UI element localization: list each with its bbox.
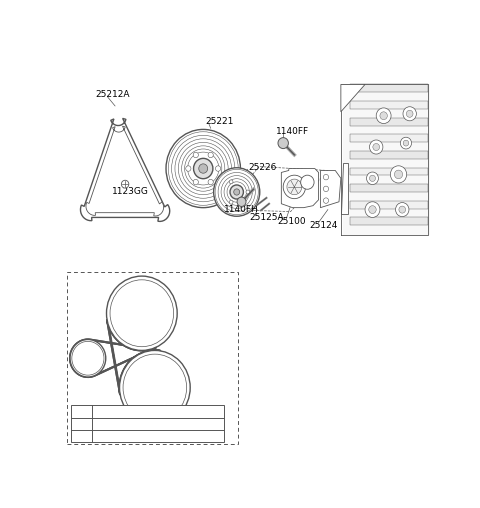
Polygon shape (343, 84, 430, 235)
Circle shape (237, 197, 246, 206)
Circle shape (407, 110, 413, 117)
Polygon shape (86, 126, 164, 216)
Circle shape (390, 166, 407, 183)
Text: 25100: 25100 (277, 217, 306, 226)
Text: AN: AN (75, 407, 88, 416)
Circle shape (110, 280, 174, 346)
Circle shape (229, 200, 233, 204)
Text: 25124: 25124 (309, 221, 337, 230)
Circle shape (403, 140, 409, 146)
Circle shape (214, 168, 260, 216)
Circle shape (287, 179, 302, 195)
Polygon shape (350, 184, 428, 192)
Circle shape (403, 107, 416, 121)
Circle shape (216, 166, 221, 171)
Text: WP: WP (134, 309, 149, 318)
Text: 25212A: 25212A (96, 90, 130, 99)
Circle shape (229, 180, 233, 184)
Text: 1123GG: 1123GG (112, 187, 149, 197)
Polygon shape (341, 84, 365, 112)
Circle shape (208, 179, 213, 185)
Circle shape (369, 206, 376, 213)
Circle shape (72, 341, 104, 375)
Polygon shape (350, 118, 428, 125)
Circle shape (230, 185, 243, 199)
Circle shape (400, 137, 411, 149)
Circle shape (208, 152, 213, 157)
Circle shape (107, 276, 177, 351)
Circle shape (121, 180, 129, 188)
Circle shape (365, 202, 380, 217)
Text: 25125A: 25125A (250, 213, 284, 222)
Circle shape (193, 158, 213, 179)
Circle shape (186, 166, 191, 171)
Polygon shape (341, 163, 348, 213)
Circle shape (123, 354, 187, 421)
Circle shape (324, 174, 329, 180)
Polygon shape (350, 134, 428, 142)
Circle shape (283, 175, 306, 199)
Polygon shape (350, 101, 428, 109)
Text: WP: WP (74, 419, 89, 428)
Polygon shape (281, 169, 319, 208)
Circle shape (370, 140, 383, 154)
Polygon shape (350, 84, 428, 92)
Text: 1140FH: 1140FH (224, 205, 258, 214)
Circle shape (367, 172, 378, 184)
Polygon shape (350, 201, 428, 209)
Text: WATER PUMP: WATER PUMP (96, 419, 158, 428)
Bar (71, 405, 224, 442)
Circle shape (395, 170, 403, 179)
Text: ALTERNATOR: ALTERNATOR (96, 407, 157, 416)
Circle shape (300, 175, 314, 189)
Circle shape (278, 138, 288, 148)
Circle shape (380, 112, 387, 120)
Text: 25226: 25226 (248, 163, 276, 172)
Circle shape (193, 152, 198, 157)
Circle shape (193, 179, 198, 185)
Polygon shape (350, 168, 428, 175)
Polygon shape (350, 151, 428, 158)
Circle shape (324, 198, 329, 203)
Polygon shape (321, 171, 341, 208)
Text: CS: CS (148, 383, 161, 392)
Circle shape (399, 206, 406, 213)
Circle shape (70, 339, 106, 377)
Circle shape (324, 186, 329, 192)
Text: CRANKSHAFT: CRANKSHAFT (96, 432, 159, 440)
Text: 1140FF: 1140FF (276, 127, 309, 136)
Text: CS: CS (75, 432, 88, 440)
Circle shape (234, 189, 240, 195)
Polygon shape (81, 118, 170, 221)
Circle shape (396, 203, 409, 216)
Circle shape (246, 190, 250, 194)
Circle shape (166, 130, 240, 208)
Bar (67, 272, 238, 444)
Circle shape (120, 351, 190, 425)
Polygon shape (350, 217, 428, 225)
Circle shape (373, 143, 380, 150)
Circle shape (376, 108, 391, 123)
Text: AN: AN (81, 354, 95, 363)
Circle shape (199, 164, 208, 173)
Text: 25221: 25221 (205, 117, 233, 126)
Circle shape (370, 175, 375, 181)
